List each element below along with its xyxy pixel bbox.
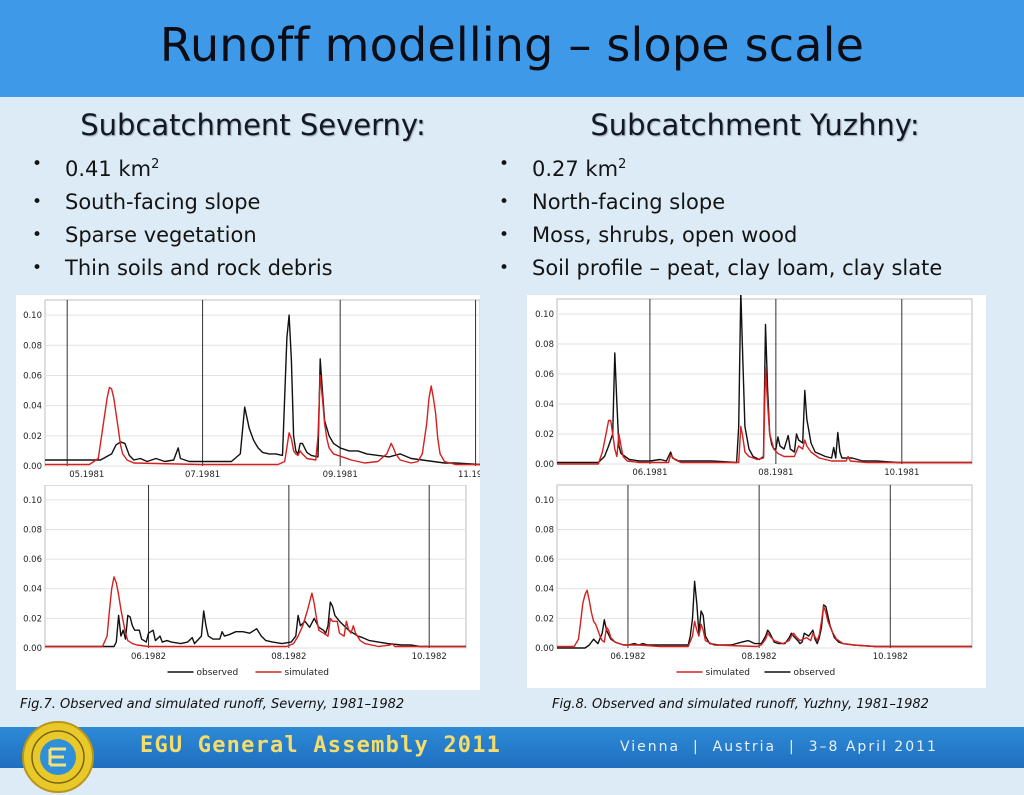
bullet-icon: • [32,192,43,212]
severny-1981-chart: 0.10 0.08 0.06 0.04 0.02 0.00 05.1981 07.1981 09… [23,299,480,480]
x-tick-label: 08.1982 [742,652,777,662]
legend-label-simulated: simulated [285,668,329,678]
y-tick-label: 0.10 [23,311,42,321]
severny-bullet-list: • 0.41 km2 • South-facing slope • Sparse… [28,148,478,285]
egu-logo-icon [22,721,94,793]
severny-column: Subcatchment Severny: • 0.41 km2 • South… [28,108,478,285]
legend-label-observed: observed [197,668,239,678]
x-tick-label: 06.1982 [131,652,166,662]
simulated-series-line [557,367,972,465]
y-tick-label: 0.08 [23,341,42,351]
observed-series-line [557,295,972,464]
severny-area-value: 0.41 km [65,157,152,181]
x-tick-label: 06.1982 [610,652,645,662]
yuzhny-1981-chart: 0.10 0.08 0.06 0.04 0.02 0.00 06.1981 08.1981 10… [535,295,973,478]
title-bar: Runoff modelling – slope scale [0,0,1024,97]
y-tick-label: 0.02 [23,432,42,442]
yuzhny-1982-chart: 0.10 0.08 0.06 0.04 0.02 0.00 06.1982 08.1982 10… [535,484,973,678]
severny-bullet-item: • Sparse vegetation [28,219,478,252]
yuzhny-area-exponent: 2 [618,157,627,172]
plot-area [44,299,480,467]
yuzhny-heading: Subcatchment Yuzhny: [590,108,920,142]
yuzhny-bullet-item: • Moss, shrubs, open wood [495,219,1015,252]
bullet-icon: • [32,225,43,245]
bullet-icon: • [499,225,510,245]
yuzhny-figure-caption: Fig.8. Observed and simulated runoff, Yu… [552,697,929,712]
simulated-series-line [45,374,480,466]
bullet-icon: • [499,192,510,212]
severny-area-item: • 0.41 km2 [28,148,478,186]
yuzhny-bullet-text: Moss, shrubs, open wood [532,223,798,247]
bullet-icon: • [499,154,510,174]
bullet-icon: • [32,154,43,174]
y-tick-label: 0.10 [535,310,554,320]
yuzhny-bullet-list: • 0.27 km2 • North-facing slope • Moss, … [495,148,1015,285]
severny-bullet-text: South-facing slope [65,190,261,214]
simulated-series-line [45,576,466,648]
y-tick-label: 0.04 [23,585,42,595]
y-tick-label: 0.00 [23,644,42,654]
y-tick-label: 0.02 [535,430,554,440]
x-tick-label: 06.1981 [632,468,667,478]
observed-series-line [45,314,480,466]
severny-1982-chart: 0.10 0.08 0.06 0.04 0.02 0.00 06.1982 08.1982 10… [23,485,467,678]
y-tick-label: 0.06 [535,555,554,565]
severny-figure-caption: Fig.7. Observed and simulated runoff, Se… [20,697,405,712]
simulated-series-line [557,589,972,648]
plot-area [44,485,467,649]
y-tick-label: 0.02 [23,614,42,624]
y-tick-label: 0.00 [535,460,554,470]
footer-bar: EGU General Assembly 2011 Vienna | Austr… [0,721,1024,793]
y-tick-label: 0.08 [23,525,42,535]
y-tick-label: 0.06 [535,370,554,380]
bullet-icon: • [32,258,43,278]
y-tick-label: 0.10 [23,496,42,506]
legend-label-observed: observed [794,668,836,678]
y-tick-label: 0.02 [535,614,554,624]
y-tick-label: 0.08 [535,525,554,535]
severny-chart-panel: 0.10 0.08 0.06 0.04 0.02 0.00 05.1981 07.1981 09… [16,295,480,690]
x-tick-label: 10.1982 [412,652,447,662]
y-tick-label: 0.04 [535,400,554,410]
yuzhny-bullet-text: North-facing slope [532,190,726,214]
x-tick-label: 11.1981 [458,470,480,480]
y-tick-label: 0.06 [23,555,42,565]
severny-bullet-item: • Thin soils and rock debris [28,252,478,285]
y-tick-label: 0.06 [23,371,42,381]
x-tick-label: 09.1981 [323,470,358,480]
x-tick-label: 10.1981 [884,468,919,478]
yuzhny-column: Subcatchment Yuzhny: • 0.27 km2 • North-… [495,108,1015,285]
legend-label-simulated: simulated [706,668,750,678]
x-tick-label: 10.1982 [873,652,908,662]
observed-series-line [45,601,466,648]
severny-area-exponent: 2 [151,157,160,172]
y-tick-label: 0.00 [23,462,42,472]
severny-bullet-text: Sparse vegetation [65,223,257,247]
severny-bullet-item: • South-facing slope [28,186,478,219]
x-tick-label: 08.1982 [271,652,306,662]
yuzhny-area-item: • 0.27 km2 [495,148,1015,186]
plot-area [556,484,973,649]
x-tick-label: 08.1981 [758,468,793,478]
yuzhny-area-value: 0.27 km [532,157,619,181]
severny-bullet-text: Thin soils and rock debris [65,256,333,280]
y-tick-label: 0.08 [535,340,554,350]
severny-heading: Subcatchment Severny: [80,108,426,142]
yuzhny-bullet-text: Soil profile – peat, clay loam, clay sla… [532,256,943,280]
bullet-icon: • [499,258,510,278]
assembly-title: EGU General Assembly 2011 [140,733,502,758]
venue-dates: Vienna | Austria | 3–8 April 2011 [620,739,938,755]
yuzhny-bullet-item: • North-facing slope [495,186,1015,219]
x-tick-label: 07.1981 [185,470,220,480]
y-tick-label: 0.04 [23,402,42,412]
slide-title: Runoff modelling – slope scale [159,18,865,72]
x-tick-label: 05.1981 [69,470,104,480]
yuzhny-bullet-item: • Soil profile – peat, clay loam, clay s… [495,252,1015,285]
y-tick-label: 0.00 [535,644,554,654]
y-tick-label: 0.04 [535,585,554,595]
yuzhny-chart-panel: 0.10 0.08 0.06 0.04 0.02 0.00 06.1981 08.1981 10… [527,295,986,688]
y-tick-label: 0.10 [535,496,554,506]
